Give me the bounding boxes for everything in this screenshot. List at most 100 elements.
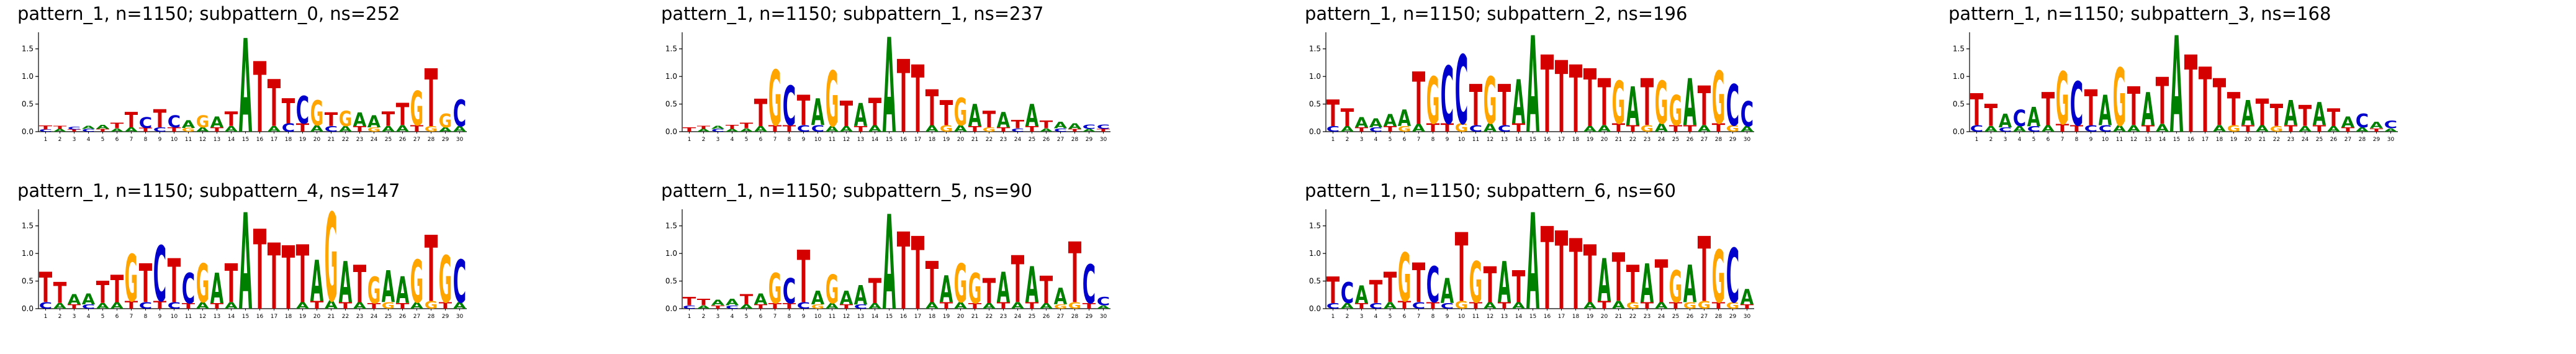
logo-letter-C: C [711,128,724,132]
logo-letter-T: T [1384,263,1397,312]
x-tick-label: 25 [1672,137,1679,143]
logo-letter-A: A [239,26,252,145]
plot-title: pattern_1, n=1150; subpattern_5, ns=90 [661,180,1032,201]
y-tick-label: 0.5 [665,277,677,286]
logo-letter-A: A [697,304,711,310]
x-tick-label: 17 [1558,137,1565,143]
logo-letter-A: A [1655,301,1669,311]
logo-letter-A: A [1054,120,1068,131]
x-tick-label: 2 [702,314,706,320]
logo-letter-A: A [96,302,110,311]
x-tick-label: 6 [115,314,119,320]
x-tick-label: 4 [87,137,91,143]
x-tick-label: 29 [1729,314,1737,320]
logo-letter-A: A [925,301,940,311]
x-tick-label: 15 [242,137,249,143]
x-tick-label: 10 [171,314,178,320]
logo-panel-6: pattern_1, n=1150; subpattern_6, ns=60 0… [1287,177,1931,354]
sequence-logo-plot: 0.00.51.01.51 2 3 4 5 6 7 8 9 10 11 12 13 14 15 16 17 18 1… [22,26,467,145]
logo-letter-T: T [425,217,438,322]
logo-letter-A: A [82,291,96,309]
logo-letter-G: G [1455,121,1468,134]
x-tick-label: 20 [1601,137,1608,143]
x-tick-label: 17 [914,314,921,320]
x-tick-label: 22 [342,137,349,143]
logo-letter-A: A [2170,26,2183,145]
logo-letter-C: C [783,76,796,139]
logo-letter-A: A [868,302,882,311]
logo-letter-A: A [2241,93,2254,134]
y-tick-label: 0.5 [22,100,34,109]
x-tick-label: 28 [1715,314,1723,320]
x-tick-label: 2 [1346,314,1349,320]
x-tick-label: 5 [1389,314,1392,320]
logo-letter-T: T [110,122,124,130]
x-tick-label: 6 [115,137,119,143]
logo-letter-G: G [2056,57,2069,141]
logo-letter-G: G [1698,299,1711,311]
logo-letter-T: T [153,299,168,311]
sequence-logo-plot: 0.00.51.01.51 2 3 4 5 6 7 8 9 10 11 12 13 14 15 16 17 18 1… [665,203,1110,322]
x-tick-label: 12 [199,314,206,320]
y-tick-label: 0.0 [665,127,677,136]
logo-letter-C: C [182,265,195,313]
logo-letter-A: A [210,114,224,132]
logo-letter-G: G [196,253,209,315]
logo-letter-A: A [740,127,754,133]
logo-letter-G: G [1683,301,1696,311]
x-tick-label: 27 [413,314,420,320]
logo-letter-T: T [911,217,924,322]
x-tick-label: 3 [1360,314,1364,320]
logo-letter-G: G [410,248,423,316]
y-tick-label: 1.0 [1309,72,1321,81]
logo-letter-T: T [2341,126,2356,133]
logo-letter-C: C [168,111,181,131]
logo-letter-A: A [1097,304,1110,310]
logo-letter-G: G [954,253,967,315]
logo-letter-C: C [39,301,52,311]
plot-title: pattern_1, n=1150; subpattern_3, ns=168 [1948,3,2331,24]
logo-letter-T: T [153,104,166,133]
logo-letter-T: T [1683,124,1697,134]
x-tick-label: 2 [702,137,706,143]
logo-letter-A: A [439,126,453,133]
x-tick-label: 13 [857,314,864,320]
logo-letter-T: T [2299,101,2312,134]
logo-letter-T: T [754,91,767,135]
logo-letter-A: A [968,98,981,134]
logo-letter-C: C [139,301,152,311]
y-tick-label: 0.0 [1309,127,1321,136]
x-tick-label: 7 [1417,314,1421,320]
x-tick-label: 1 [44,137,48,143]
logo-letter-A: A [182,118,195,130]
x-tick-label: 27 [2344,137,2351,143]
sequence-logo-plot: 0.00.51.01.51 2 3 4 5 6 7 8 9 10 11 12 13 14 15 16 17 18 1… [1309,203,1755,322]
logo-letter-T: T [282,91,295,132]
logo-letter-G: G [1068,301,1081,311]
logo-letter-G: G [1054,303,1067,310]
logo-letter-C: C [1054,127,1067,133]
x-tick-label: 6 [1403,137,1407,143]
logo-letter-A: A [2356,126,2369,133]
logo-letter-A: A [367,111,381,131]
logo-letter-G: G [125,242,138,316]
logo-letter-T: T [53,278,67,311]
x-tick-label: 16 [256,137,264,143]
x-tick-label: 12 [2130,137,2137,143]
logo-letter-A: A [840,125,853,134]
logo-letter-A: A [1083,128,1097,132]
x-tick-label: 11 [1472,314,1479,320]
y-tick-label: 1.0 [1309,249,1321,258]
y-tick-label: 0.0 [665,304,677,313]
x-tick-label: 19 [299,137,307,143]
logo-letter-T: T [1569,47,1582,145]
logo-letter-C: C [325,125,338,134]
logo-letter-G: G [811,303,824,310]
x-tick-label: 24 [371,314,378,320]
logo-letter-A: A [68,293,81,308]
x-tick-label: 16 [1544,314,1551,320]
logo-letter-T: T [253,43,266,145]
x-tick-label: 11 [185,314,192,320]
logo-letter-G: G [1398,240,1411,317]
